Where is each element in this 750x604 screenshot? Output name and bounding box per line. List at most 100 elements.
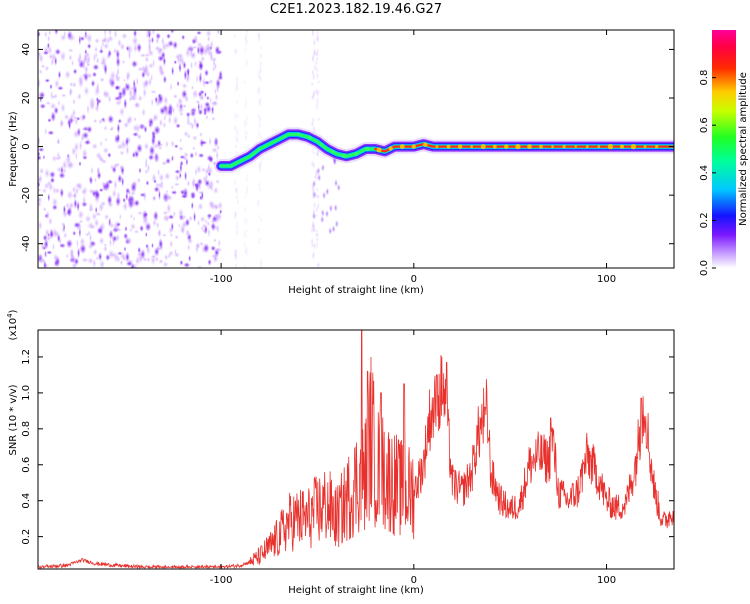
noise-blob xyxy=(205,114,209,121)
noise-blob xyxy=(115,56,121,68)
noise-blob xyxy=(184,170,188,182)
noise-blob xyxy=(77,246,81,259)
noise-streak xyxy=(311,116,315,124)
noise-streak xyxy=(315,33,320,43)
noise-streak xyxy=(245,114,249,123)
noise-blob xyxy=(119,212,122,221)
noise-blob xyxy=(53,106,59,115)
trace-spot xyxy=(331,150,335,154)
noise-blob xyxy=(164,41,171,50)
noise-blob xyxy=(214,137,219,143)
noise-blob xyxy=(68,32,76,43)
trace-spot xyxy=(597,145,601,148)
noise-blob xyxy=(174,248,177,256)
noise-blob xyxy=(208,136,212,147)
noise-blob xyxy=(102,35,109,45)
noise-blob xyxy=(42,50,50,56)
noise-blob xyxy=(65,238,73,249)
noise-blob xyxy=(116,191,121,200)
noise-blob xyxy=(44,65,50,72)
trace-smear xyxy=(333,203,338,212)
noise-blob xyxy=(180,189,185,196)
noise-blob xyxy=(51,52,57,63)
noise-blob xyxy=(188,254,192,263)
trace-spot xyxy=(423,142,428,147)
noise-blob xyxy=(150,73,153,83)
noise-blob xyxy=(189,152,195,159)
noise-blob xyxy=(180,227,185,235)
noise-blob xyxy=(197,219,200,227)
noise-blob xyxy=(185,157,189,166)
noise-blob xyxy=(188,215,193,222)
noise-blob xyxy=(125,260,133,267)
trace-smear xyxy=(312,179,317,188)
noise-streak xyxy=(233,179,237,186)
noise-blob xyxy=(43,253,49,258)
trace-smear xyxy=(334,219,339,228)
noise-blob xyxy=(72,230,77,236)
noise-streak xyxy=(245,57,249,65)
noise-blob xyxy=(129,86,137,91)
noise-blob xyxy=(173,144,179,149)
noise-blob xyxy=(185,111,191,118)
noise-blob xyxy=(116,222,121,227)
noise-blob xyxy=(141,214,150,227)
noise-blob xyxy=(216,30,221,37)
noise-blob xyxy=(115,74,121,83)
noise-streak xyxy=(258,121,262,131)
noise-blob xyxy=(193,211,197,223)
colorbar-tick-label: 0.8 xyxy=(699,70,710,86)
noise-blob xyxy=(154,96,158,104)
x-tick-label: 100 xyxy=(597,575,616,586)
noise-blob xyxy=(84,51,91,58)
trace-spot xyxy=(585,145,589,149)
noise-blob xyxy=(102,146,110,155)
noise-blob xyxy=(44,78,51,83)
noise-blob xyxy=(174,169,181,175)
noise-blob xyxy=(87,243,94,250)
noise-blob xyxy=(94,176,97,184)
noise-blob xyxy=(42,154,46,160)
noise-blob xyxy=(132,131,139,137)
noise-streak xyxy=(311,252,315,261)
noise-blob xyxy=(100,55,107,66)
noise-blob xyxy=(203,80,211,85)
noise-blob xyxy=(141,71,146,79)
trace-spot xyxy=(354,151,358,156)
noise-blob xyxy=(181,34,186,41)
noise-streak xyxy=(258,162,262,169)
noise-blob xyxy=(106,35,115,43)
snr-y-multiplier-exp: 4 xyxy=(6,313,14,318)
noise-blob xyxy=(60,102,66,114)
noise-blob xyxy=(137,252,144,265)
noise-blob xyxy=(64,69,72,80)
noise-blob xyxy=(204,167,210,176)
noise-blob xyxy=(124,225,128,232)
trace-smear xyxy=(320,215,325,224)
noise-blob xyxy=(114,85,120,91)
noise-blob xyxy=(72,98,76,106)
noise-blob xyxy=(197,152,205,159)
noise-blob xyxy=(195,164,202,175)
snr-y-multiplier: (x104) xyxy=(6,309,19,340)
noise-blob xyxy=(47,192,51,203)
noise-blob xyxy=(178,171,182,180)
noise-blob xyxy=(197,202,204,211)
noise-blob xyxy=(183,151,190,159)
noise-blob xyxy=(107,179,114,185)
noise-streak xyxy=(310,93,315,102)
noise-blob xyxy=(153,179,157,184)
noise-streak xyxy=(235,194,239,201)
noise-blob xyxy=(58,242,66,249)
noise-blob xyxy=(129,213,133,219)
noise-blob xyxy=(95,256,99,261)
noise-blob xyxy=(94,206,98,214)
trace-smear xyxy=(331,225,336,233)
spectrogram-noise xyxy=(38,30,321,268)
noise-streak xyxy=(234,210,238,219)
noise-streak xyxy=(312,201,317,209)
noise-blob xyxy=(155,182,161,188)
noise-blob xyxy=(170,30,174,34)
noise-blob xyxy=(113,222,117,235)
noise-blob xyxy=(54,30,59,36)
